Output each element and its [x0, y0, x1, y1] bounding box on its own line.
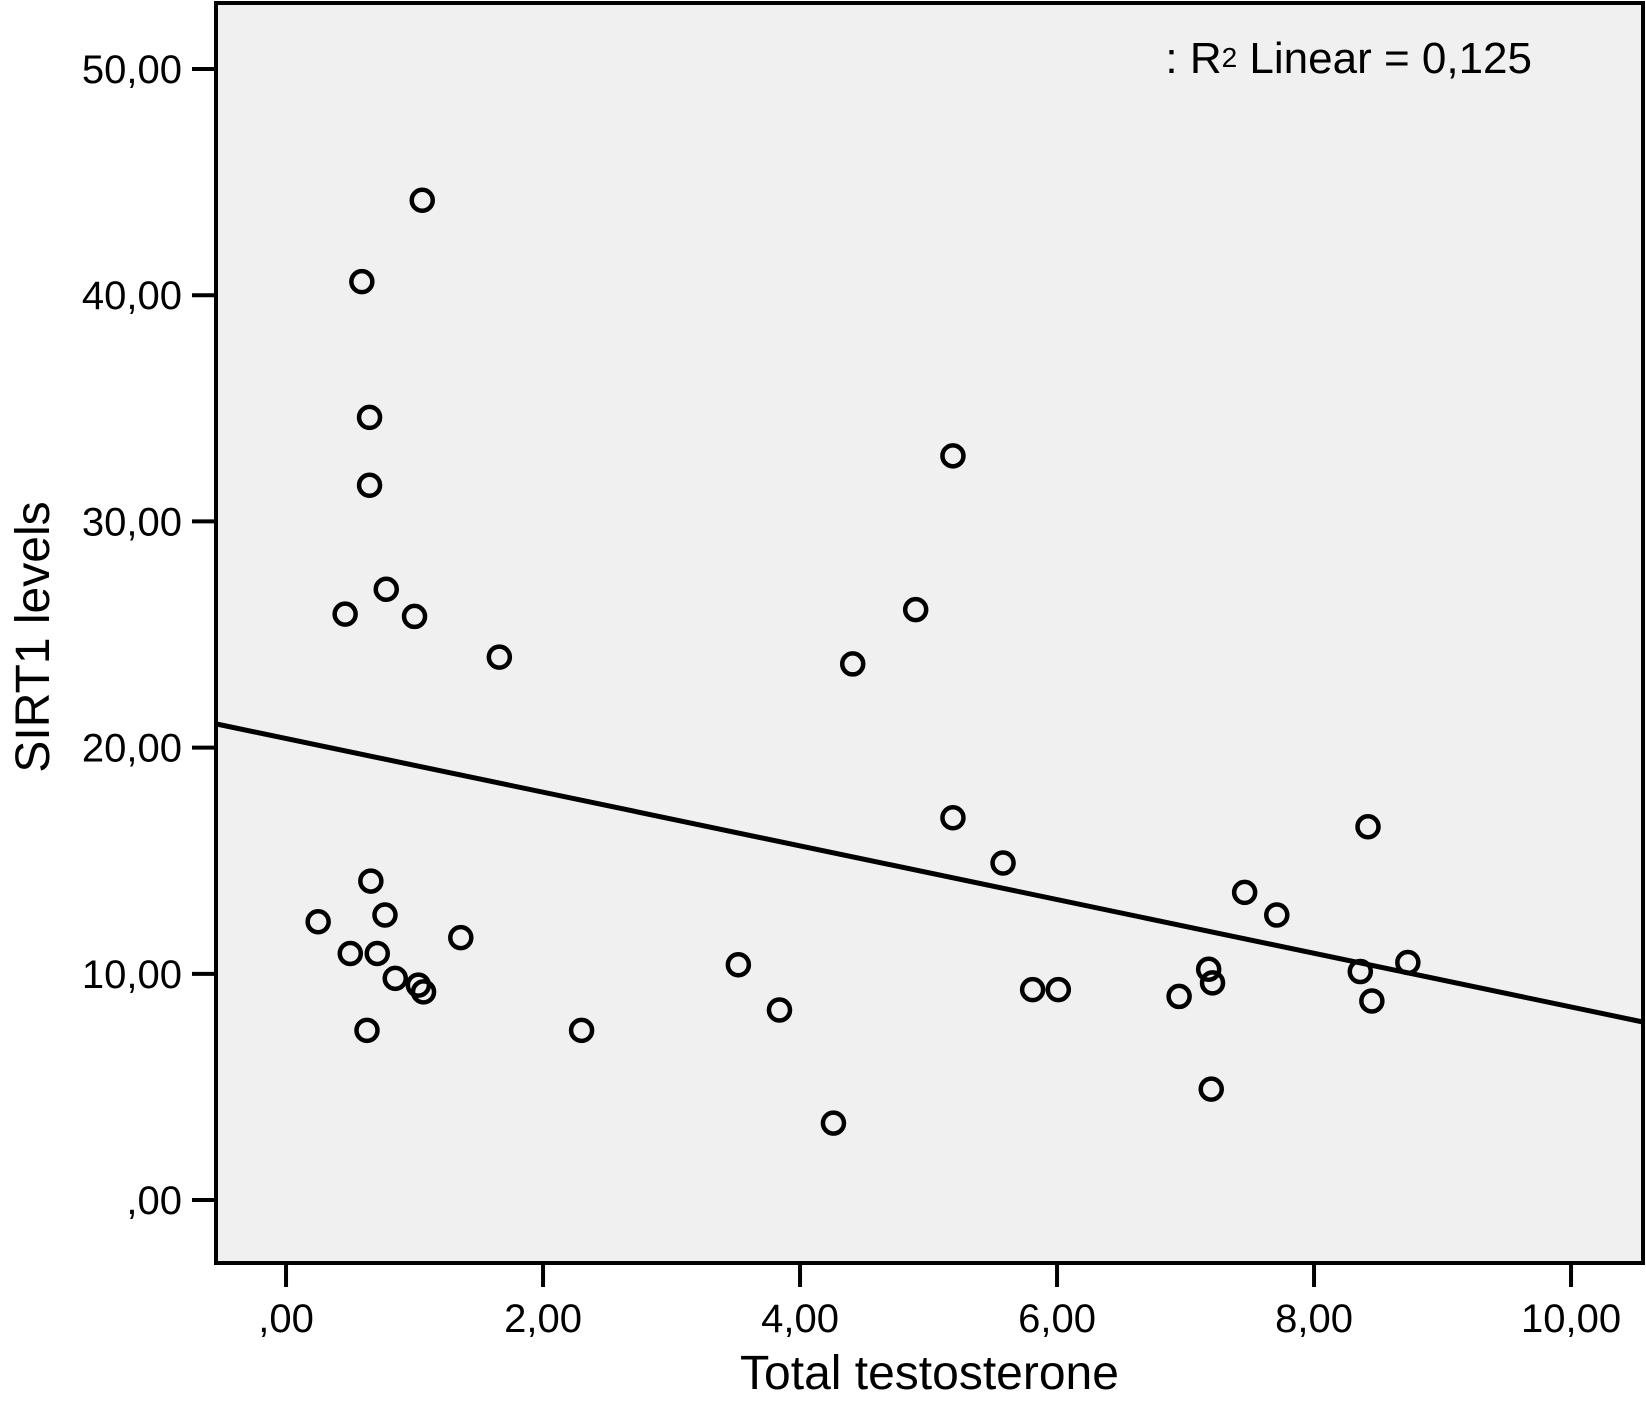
data-point — [1195, 956, 1222, 983]
data-point — [940, 804, 966, 831]
y-tick-label: 40,00 — [82, 274, 182, 318]
y-tick-label: ,00 — [126, 1179, 182, 1223]
data-point — [990, 850, 1016, 876]
data-point — [337, 940, 364, 967]
data-point — [486, 644, 513, 670]
data-point — [356, 472, 383, 498]
data-point — [1166, 983, 1192, 1010]
x-tick-label: 10,00 — [1521, 1297, 1621, 1341]
data-point — [1019, 976, 1046, 1003]
x-tick-label: 6,00 — [1018, 1297, 1096, 1341]
data-point — [1395, 949, 1421, 976]
x-tick-label: 8,00 — [1275, 1297, 1353, 1341]
data-point — [356, 404, 383, 431]
data-point — [1198, 1076, 1224, 1102]
y-tick-label: 10,00 — [82, 953, 182, 997]
data-point — [902, 596, 929, 623]
y-tick-label: 20,00 — [82, 727, 182, 771]
r-squared-prefix: : R — [1165, 34, 1222, 83]
data-point — [349, 268, 375, 295]
plot-background — [214, 1, 1645, 1265]
data-point — [766, 997, 793, 1023]
data-point — [1045, 976, 1072, 1003]
data-point — [820, 1110, 847, 1136]
r-squared-superscript: 2 — [1221, 42, 1238, 73]
data-point — [568, 1017, 595, 1044]
r-squared-annotation: : R2 Linear = 0,125 — [1165, 34, 1532, 84]
x-tick-label: 2,00 — [504, 1297, 582, 1341]
y-axis-title: SIRT1 levels — [7, 501, 60, 773]
data-point — [358, 868, 384, 894]
data-point — [1347, 958, 1374, 985]
data-point — [382, 965, 409, 992]
data-point — [1199, 970, 1226, 996]
y-tick-label: 50,00 — [82, 48, 182, 92]
data-point — [725, 952, 752, 978]
data-point — [1231, 879, 1258, 906]
data-point — [1355, 814, 1381, 840]
data-point — [372, 902, 398, 928]
y-tick-label: 30,00 — [82, 500, 182, 544]
x-tick-label: 4,00 — [761, 1297, 839, 1341]
x-axis-title: Total testosterone — [740, 1347, 1119, 1400]
data-point — [354, 1017, 380, 1044]
data-point — [332, 601, 358, 627]
x-tick-label: ,00 — [258, 1297, 314, 1341]
data-point — [940, 443, 966, 469]
r-squared-value-text: Linear = 0,125 — [1237, 34, 1532, 83]
data-point — [448, 924, 474, 951]
data-point — [373, 576, 400, 603]
data-point — [1264, 902, 1290, 928]
data-point — [409, 187, 435, 213]
data-point — [305, 909, 331, 935]
data-point — [839, 651, 866, 677]
data-point — [364, 940, 391, 967]
data-point — [1359, 988, 1385, 1014]
data-point — [410, 979, 437, 1005]
data-point — [401, 603, 428, 630]
